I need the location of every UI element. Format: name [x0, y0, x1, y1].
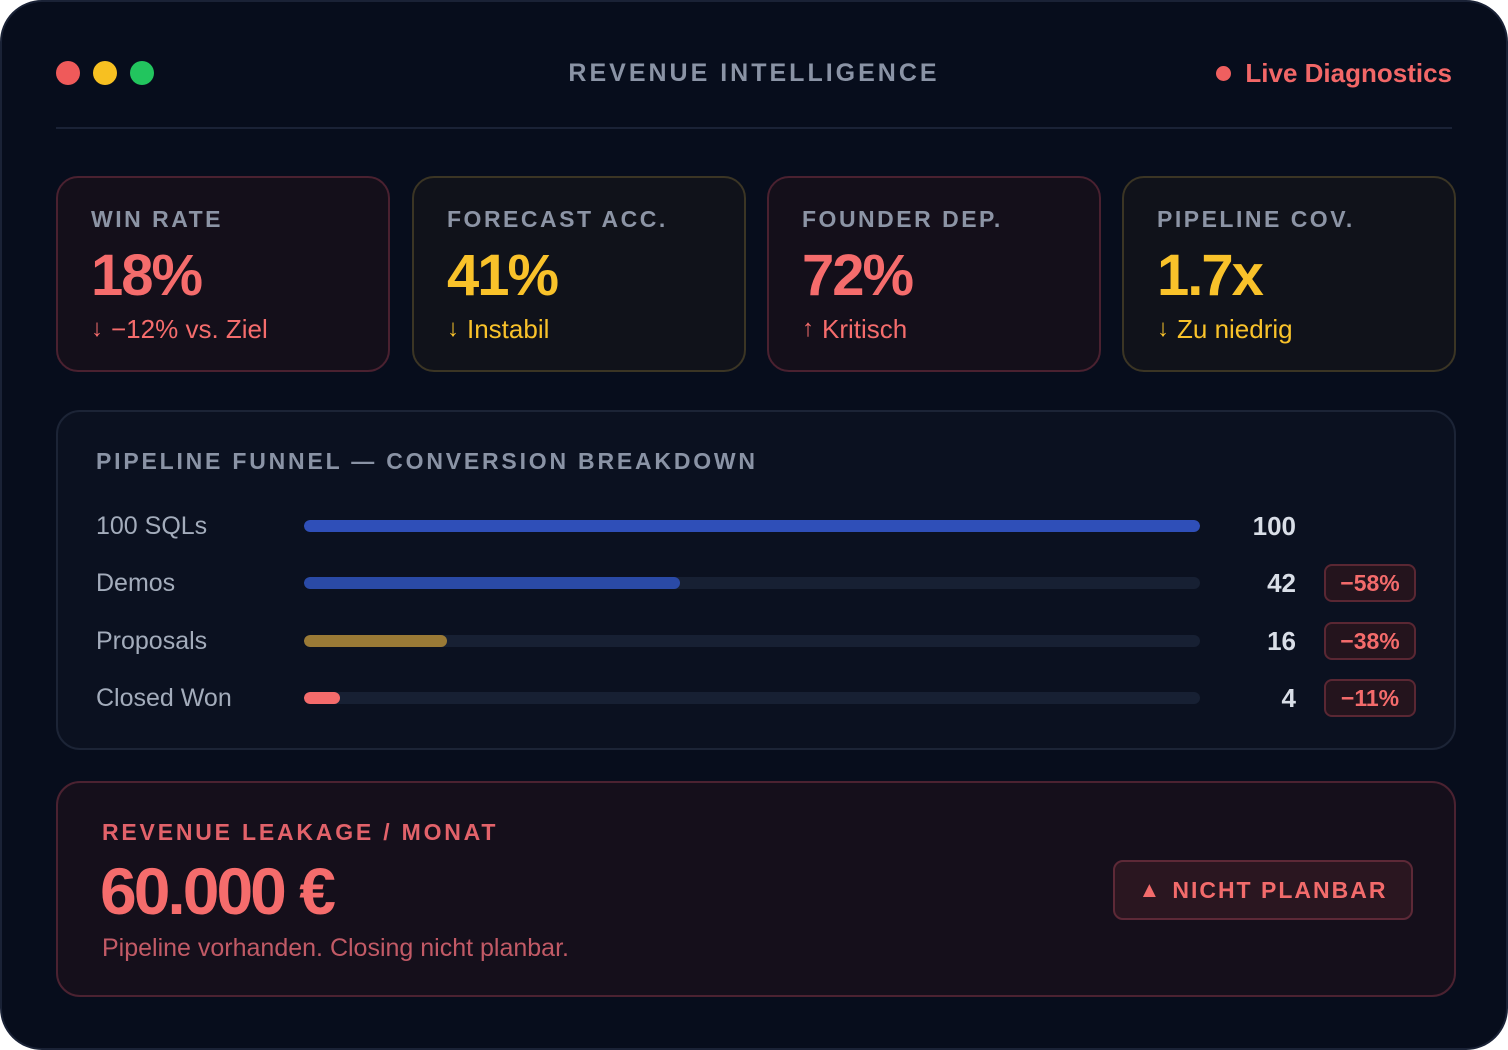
- live-dot-icon: [1216, 65, 1232, 81]
- pipeline-funnel-panel: PIPELINE FUNNEL — CONVERSION BREAKDOWN 1…: [56, 410, 1456, 750]
- kpi-value: 18%: [91, 243, 203, 308]
- funnel-bar-track: [304, 692, 1200, 704]
- leakage-subtitle: Pipeline vorhanden. Closing nicht planba…: [102, 934, 569, 962]
- funnel-row-label: Demos: [96, 569, 176, 597]
- arrow-down-icon: ↓: [447, 315, 459, 342]
- funnel-bar-track: [304, 635, 1200, 647]
- funnel-row-proposals: Proposals 16 −38%: [58, 621, 1454, 661]
- funnel-bar-fill: [304, 692, 340, 704]
- funnel-row-value: 4: [1281, 683, 1296, 713]
- funnel-row-closed-won: Closed Won 4 −11%: [58, 678, 1454, 718]
- kpi-delta-text: Kritisch: [822, 314, 908, 344]
- kpi-delta: ↓ −12% vs. Ziel: [91, 312, 388, 346]
- conversion-drop-badge: −58%: [1324, 564, 1416, 602]
- kpi-delta: ↓ Instabil: [447, 312, 744, 346]
- kpi-card-founder-dependency: FOUNDER DEP. 72% ↑ Kritisch: [767, 176, 1101, 372]
- funnel-bar-track: [304, 520, 1200, 532]
- kpi-value: 41%: [447, 243, 559, 308]
- funnel-row-label: Closed Won: [96, 684, 232, 712]
- funnel-row-demos: Demos 42 −58%: [58, 563, 1454, 603]
- funnel-bar-fill: [304, 520, 1200, 532]
- kpi-value: 72%: [802, 243, 914, 308]
- app-title: REVENUE INTELLIGENCE: [568, 59, 940, 87]
- kpi-delta-text: Zu niedrig: [1177, 314, 1293, 344]
- kpi-label: FOUNDER DEP.: [802, 206, 1003, 232]
- maximize-window-button[interactable]: [130, 61, 154, 85]
- live-status-label: Live Diagnostics: [1245, 58, 1452, 88]
- kpi-value: 1.7x: [1157, 243, 1264, 308]
- live-status: Live Diagnostics: [1216, 56, 1452, 90]
- leakage-label: REVENUE LEAKAGE / MONAT: [102, 819, 499, 845]
- funnel-row-value: 16: [1267, 626, 1296, 656]
- funnel-bar-fill: [304, 577, 681, 589]
- funnel-bar-track: [304, 577, 1200, 589]
- funnel-bar-fill: [304, 635, 448, 647]
- nicht-planbar-button[interactable]: ▲ NICHT PLANBAR: [1113, 860, 1413, 920]
- leakage-value: 60.000 €: [100, 854, 336, 928]
- kpi-card-pipeline-coverage: PIPELINE COV. 1.7x ↓ Zu niedrig: [1122, 176, 1456, 372]
- kpi-card-forecast-accuracy: FORECAST ACC. 41% ↓ Instabil: [412, 176, 746, 372]
- kpi-card-win-rate: WIN RATE 18% ↓ −12% vs. Ziel: [56, 176, 390, 372]
- kpi-delta-text: Instabil: [467, 314, 550, 344]
- revenue-leakage-panel: REVENUE LEAKAGE / MONAT 60.000 € Pipelin…: [56, 781, 1456, 997]
- arrow-up-icon: ↑: [802, 315, 814, 342]
- kpi-delta-text: −12% vs. Ziel: [111, 314, 268, 344]
- funnel-row-label: 100 SQLs: [96, 512, 208, 540]
- close-window-button[interactable]: [56, 61, 80, 85]
- funnel-row-sqls: 100 SQLs 100: [58, 506, 1454, 546]
- funnel-row-label: Proposals: [96, 627, 208, 655]
- kpi-delta: ↑ Kritisch: [802, 312, 1099, 346]
- kpi-label: WIN RATE: [91, 206, 224, 232]
- nicht-planbar-label: NICHT PLANBAR: [1172, 876, 1388, 903]
- conversion-drop-badge: −38%: [1324, 622, 1416, 660]
- warning-triangle-icon: ▲: [1138, 877, 1163, 902]
- kpi-label: FORECAST ACC.: [447, 206, 668, 232]
- minimize-window-button[interactable]: [93, 61, 117, 85]
- funnel-row-value: 42: [1267, 568, 1296, 598]
- arrow-down-icon: ↓: [1157, 315, 1169, 342]
- arrow-down-icon: ↓: [91, 315, 103, 342]
- conversion-drop-badge: −11%: [1324, 679, 1416, 717]
- title-bar: REVENUE INTELLIGENCE Live Diagnostics: [56, 2, 1452, 129]
- panel-title: PIPELINE FUNNEL — CONVERSION BREAKDOWN: [96, 448, 758, 474]
- kpi-delta: ↓ Zu niedrig: [1157, 312, 1454, 346]
- funnel-row-value: 100: [1252, 511, 1296, 541]
- kpi-label: PIPELINE COV.: [1157, 206, 1355, 232]
